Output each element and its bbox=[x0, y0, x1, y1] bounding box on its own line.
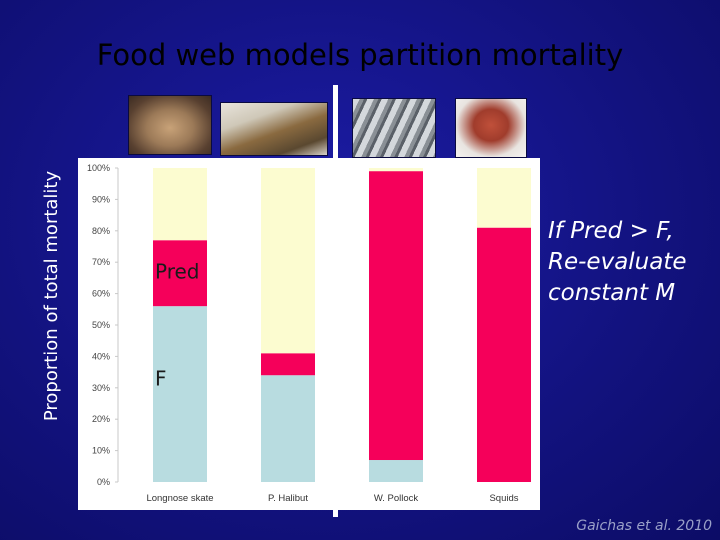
walleye-pollock-photo bbox=[352, 98, 436, 158]
longnose-skate-photo bbox=[128, 95, 212, 155]
bar-segment-remaining-0 bbox=[153, 168, 207, 241]
bar-segment-pred-3 bbox=[477, 227, 531, 482]
y-tick-label: 70% bbox=[92, 257, 110, 267]
callout-line-1: If Pred > F, bbox=[548, 218, 674, 244]
category-label: Longnose skate bbox=[146, 493, 213, 504]
pacific-halibut-photo bbox=[220, 102, 328, 156]
bar-segment-pred-0 bbox=[153, 240, 207, 307]
category-label: Squids bbox=[489, 493, 518, 504]
y-tick-label: 10% bbox=[92, 446, 110, 456]
slide-title: Food web models partition mortality bbox=[96, 38, 624, 72]
bar-segment-remaining-3 bbox=[477, 168, 531, 228]
callout-line-3: constant M bbox=[548, 280, 676, 306]
bar-segment-pred-1 bbox=[261, 353, 315, 376]
callout-note: If Pred > F, Re-evaluate constant M bbox=[548, 216, 687, 309]
y-tick-label: 20% bbox=[92, 414, 110, 424]
y-tick-label: 50% bbox=[92, 320, 110, 330]
y-axis-label: Proportion of total mortality bbox=[41, 170, 62, 422]
bar-segment-remaining-2 bbox=[369, 168, 423, 172]
citation: Gaichas et al. 2010 bbox=[576, 518, 712, 534]
callout-line-2: Re-evaluate bbox=[548, 249, 687, 275]
inline-label-f: F bbox=[155, 366, 167, 390]
chart-divider-line bbox=[333, 85, 338, 517]
bar-segment-pred-2 bbox=[369, 171, 423, 461]
category-label: W. Pollock bbox=[374, 493, 419, 504]
y-tick-label: 30% bbox=[92, 383, 110, 393]
y-tick-label: 40% bbox=[92, 351, 110, 361]
y-tick-label: 100% bbox=[87, 163, 110, 173]
bar-segment-f-1 bbox=[261, 375, 315, 482]
inline-label-pred: Pred bbox=[155, 260, 200, 284]
y-tick-label: 90% bbox=[92, 194, 110, 204]
category-label: P. Halibut bbox=[268, 493, 308, 504]
squid-photo bbox=[455, 98, 527, 158]
stacked-bar-chart: 0% 10% 20% 30% 40% 50% 60% 70% 80% 90% 100% Longno… bbox=[78, 158, 540, 510]
bar-segment-f-0 bbox=[153, 306, 207, 482]
bar-segment-f-2 bbox=[369, 460, 423, 482]
bar-segment-remaining-1 bbox=[261, 168, 315, 354]
y-tick-label: 80% bbox=[92, 226, 110, 236]
y-tick-label: 60% bbox=[92, 289, 110, 299]
y-tick-label: 0% bbox=[97, 477, 110, 487]
